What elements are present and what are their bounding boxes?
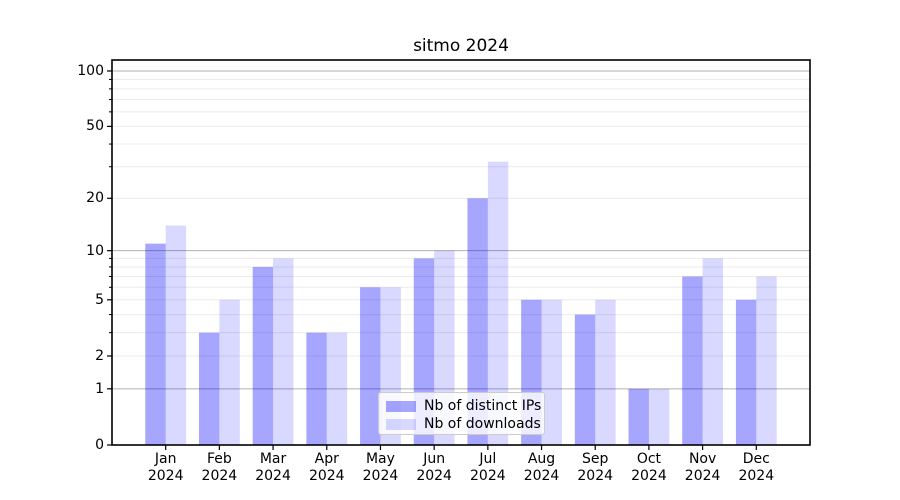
bar-downloads-jul [487, 161, 509, 445]
bar-distinct-ips-may [360, 287, 381, 445]
bar-distinct-ips-jan [145, 243, 166, 445]
legend-label-downloads: Nb of downloads [424, 416, 541, 432]
legend-entry-distinct-ips: Nb of distinct IPs [379, 397, 544, 415]
bar-downloads-feb [219, 299, 240, 445]
bar-distinct-ips-apr [306, 332, 327, 445]
x-tick-label-jun: Jun 2024 [402, 451, 466, 485]
chart-title: sitmo 2024 [413, 36, 509, 56]
x-tick-month: Mar [259, 451, 287, 467]
x-tick-month: Oct [636, 451, 662, 467]
x-tick-label-apr: Apr 2024 [295, 451, 359, 485]
y-tick-label-0: 0 [95, 437, 104, 453]
x-tick-month: Jun [423, 451, 446, 467]
x-tick-label-oct: Oct 2024 [617, 451, 681, 485]
y-tick-label-5: 5 [95, 291, 104, 308]
x-tick-year: 2024 [684, 468, 721, 484]
bar-downloads-mar [273, 258, 294, 445]
x-tick-label-sep: Sep 2024 [563, 451, 627, 485]
bar-distinct-ips-nov [682, 276, 703, 445]
bar-downloads-apr [326, 332, 348, 445]
y-tick-label-20: 20 [86, 190, 104, 207]
bar-distinct-ips-mar [252, 266, 274, 445]
x-tick-month: Apr [314, 451, 339, 467]
bar-downloads-jan [165, 225, 187, 445]
x-tick-label-feb: Feb 2024 [187, 451, 251, 485]
y-tick-label-50: 50 [86, 118, 104, 135]
x-tick-month: Jul [479, 451, 497, 467]
x-tick-month: Sep [582, 451, 609, 467]
x-tick-year: 2024 [255, 468, 291, 484]
x-tick-label-nov: Nov 2024 [671, 451, 735, 485]
x-tick-month: Feb [206, 451, 232, 467]
bar-distinct-ips-oct [628, 388, 649, 445]
bar-downloads-nov [702, 258, 724, 445]
chart-legend: Nb of distinct IPs Nb of downloads [378, 392, 545, 435]
x-tick-year: 2024 [577, 468, 614, 484]
bar-downloads-sep [595, 299, 616, 445]
x-tick-year: 2024 [416, 468, 452, 484]
y-tick-label-10: 10 [86, 242, 104, 259]
bar-downloads-dec [756, 276, 777, 445]
x-tick-year: 2024 [147, 468, 184, 484]
x-tick-month: May [365, 451, 395, 467]
legend-swatch-downloads [386, 419, 416, 430]
legend-swatch-distinct-ips [386, 401, 416, 412]
bar-downloads-oct [648, 388, 670, 445]
x-tick-year: 2024 [631, 468, 667, 484]
x-tick-label-dec: Dec 2024 [724, 451, 788, 485]
x-tick-label-jul: Jul 2024 [456, 451, 520, 485]
bar-distinct-ips-jul [467, 198, 488, 445]
y-tick-label-1: 1 [95, 380, 104, 397]
x-tick-year: 2024 [523, 468, 560, 484]
x-tick-month: Jan [154, 451, 177, 467]
x-tick-label-jan: Jan 2024 [134, 451, 198, 485]
bar-downloads-aug [541, 299, 562, 445]
x-tick-month: Nov [688, 451, 717, 467]
y-tick-label-100: 100 [77, 62, 104, 79]
x-tick-year: 2024 [201, 468, 238, 484]
x-tick-month: Aug [527, 451, 556, 467]
x-tick-label-mar: Mar 2024 [241, 451, 305, 485]
axes-frame [111, 59, 811, 446]
x-tick-year: 2024 [308, 468, 345, 484]
x-tick-year: 2024 [362, 468, 399, 484]
x-tick-year: 2024 [738, 468, 775, 484]
bar-distinct-ips-feb [198, 332, 220, 445]
legend-entry-downloads: Nb of downloads [379, 415, 544, 433]
bar-distinct-ips-sep [574, 314, 596, 445]
x-tick-month: Dec [742, 451, 770, 467]
x-tick-year: 2024 [470, 468, 506, 484]
bar-distinct-ips-dec [735, 299, 757, 445]
x-tick-label-aug: Aug 2024 [510, 451, 574, 485]
y-tick-label-2: 2 [95, 347, 104, 364]
legend-label-distinct-ips: Nb of distinct IPs [424, 398, 542, 414]
x-tick-label-may: May 2024 [348, 451, 412, 485]
